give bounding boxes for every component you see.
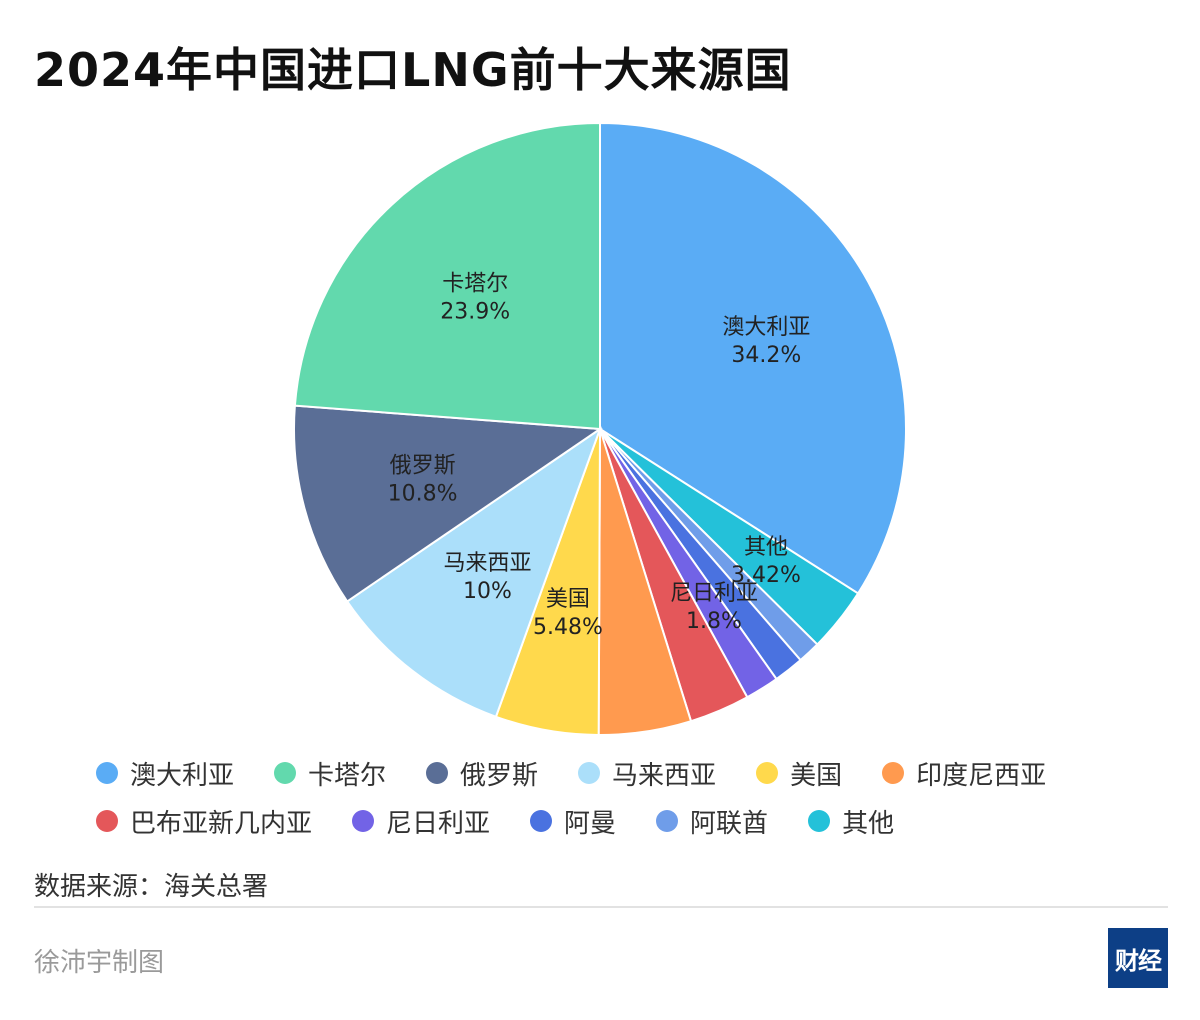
legend-item[interactable]: 马来西亚 [578,756,717,791]
legend-item[interactable]: 卡塔尔 [274,756,387,791]
pie-slice [293,121,601,431]
legend-label: 尼日利亚 [386,808,491,839]
legend-swatch [882,762,905,784]
slice-value-label: 10% [463,579,512,604]
slice-name-label: 尼日利亚 [670,581,758,606]
legend-swatch [656,810,679,832]
pie-slice [599,121,907,595]
legend-label: 阿曼 [564,808,617,839]
legend-label: 巴布亚新几内亚 [130,808,313,839]
pie-slice [293,404,603,603]
legend-swatch [352,810,375,832]
legend-swatch [808,810,831,832]
legend-label: 俄罗斯 [460,760,539,791]
divider [34,906,1168,908]
slice-value-label: 23.9% [440,299,510,324]
legend-swatch [578,762,601,784]
legend-label: 阿联酋 [690,808,769,839]
legend-swatch [96,762,118,784]
slice-name-label: 卡塔尔 [442,271,508,296]
slice-value-label: 34.2% [731,343,801,368]
author-credit: 徐沛宇制图 [34,948,165,978]
legend-swatch [274,762,297,784]
pie-slice [345,426,602,719]
legend-swatch [426,762,449,784]
data-source-note: 数据来源：海关总署 [34,872,269,902]
legend-label: 印度尼西亚 [916,760,1047,791]
slice-value-label: 5.48% [533,615,603,640]
legend-item[interactable]: 阿联酋 [656,804,769,839]
pie-chart: 澳大利亚 34.2% 其他 3.42%尼日利亚 1.8% 美国 5.48% 马来西亚 10% 俄罗… [293,121,907,737]
legend-label: 卡塔尔 [308,760,387,791]
legend-label: 马来西亚 [612,760,717,791]
legend-swatch [530,810,553,832]
legend-item[interactable]: 俄罗斯 [426,756,539,791]
slice-value-label: 1.8% [686,609,742,634]
chart-title: 2024年中国进口LNG前十大来源国 [34,43,792,97]
slice-name-label: 其他 [744,535,788,560]
publisher-logo: 财经 [1108,928,1168,988]
slice-value-label: 3.42% [731,563,801,588]
legend-item[interactable]: 其他 [808,804,895,839]
legend-item[interactable]: 澳大利亚 [96,756,235,791]
legend-item[interactable]: 阿曼 [530,804,617,839]
legend-item[interactable]: 巴布亚新几内亚 [96,804,313,839]
slice-name-label: 美国 [546,587,590,612]
legend-label: 其他 [842,808,895,839]
legend-item[interactable]: 美国 [756,756,843,791]
legend-label: 澳大利亚 [130,760,235,791]
legend-item[interactable]: 印度尼西亚 [882,756,1047,791]
slice-value-label: 10.8% [388,481,458,506]
slice-name-label: 澳大利亚 [722,315,810,340]
legend-swatch [756,762,779,784]
legend-label: 美国 [790,760,843,791]
slice-name-label: 马来西亚 [443,551,531,576]
legend: 澳大利亚 卡塔尔 俄罗斯 马来西亚 美国 印度尼西亚巴布亚新几内亚 尼日利亚 阿曼 阿联酋 其他 [96,756,1136,839]
slice-name-label: 俄罗斯 [390,453,456,478]
legend-item[interactable]: 尼日利亚 [352,804,491,839]
legend-swatch [96,810,118,832]
